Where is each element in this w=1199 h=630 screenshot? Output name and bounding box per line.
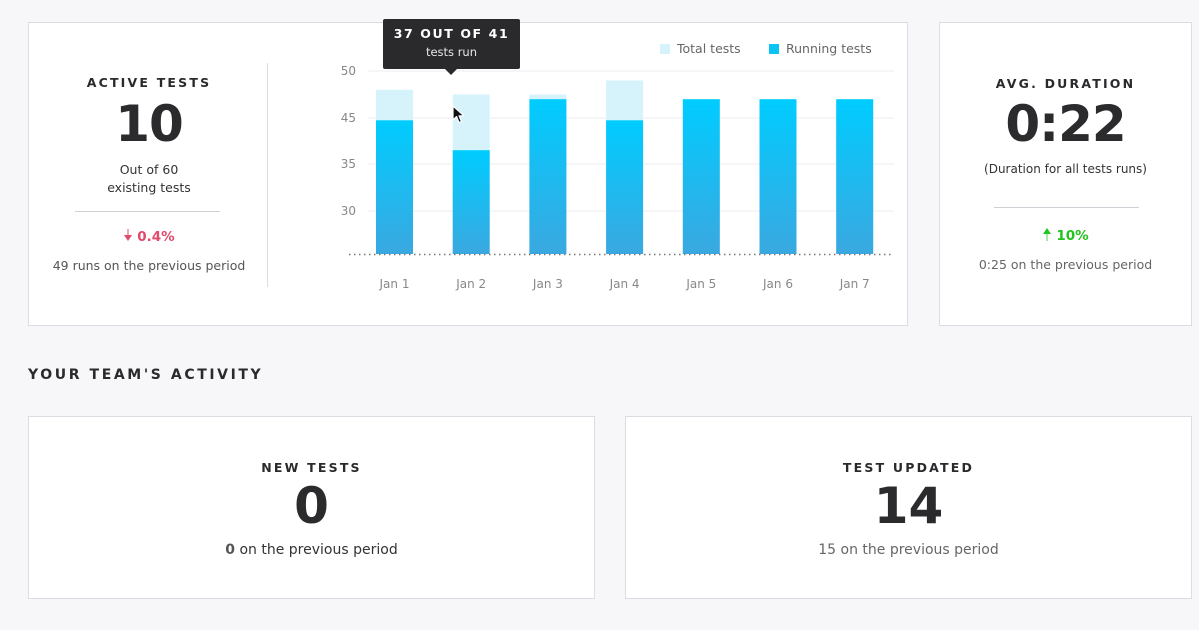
test-updated-previous: 15 on the previous period	[818, 542, 999, 558]
tooltip-caret	[445, 69, 457, 75]
bar-running-tests[interactable]	[452, 150, 490, 254]
y-tick-label: 30	[341, 204, 356, 218]
arrow-up-icon	[1042, 228, 1052, 241]
new-tests-value: 0	[294, 477, 329, 535]
x-tick-label: Jan 6	[762, 277, 793, 291]
new-tests-card: NEW TESTS 0 0 on the previous period	[28, 416, 595, 599]
tooltip-subtitle: tests run	[425, 45, 478, 59]
active-tests-delta-value: 0.4%	[137, 229, 175, 245]
x-tick-label: Jan 2	[455, 277, 486, 291]
x-tick-label: Jan 5	[685, 277, 716, 291]
new-tests-previous: 0 on the previous period	[29, 542, 594, 558]
active-tests-summary: ACTIVE TESTS 10 Out of 60 existing tests…	[29, 23, 269, 325]
tests-bar-chart: 50 45 35 30 Jan 1 Jan 2 Jan 3 Jan 4 Jan 5 Jan 6 Ja…	[341, 64, 894, 291]
test-updated-value: 14	[873, 477, 944, 535]
legend-swatch-running	[769, 44, 779, 54]
mouse-cursor-icon	[452, 105, 465, 124]
active-tests-label: ACTIVE TESTS	[86, 75, 212, 90]
avg-duration-card: AVG. DURATION 0:22 (Duration for all tes…	[939, 22, 1192, 326]
team-activity-title: YOUR TEAM'S ACTIVITY	[28, 367, 264, 383]
y-tick-label: 35	[341, 157, 356, 171]
active-tests-delta: 0.4%	[29, 229, 269, 245]
new-tests-previous-text: on the previous period	[235, 542, 398, 558]
tooltip-title: 37 OUT OF 41	[393, 26, 510, 41]
active-tests-sub-line2: existing tests	[107, 180, 191, 195]
active-tests-card: ACTIVE TESTS 10 Out of 60 existing tests…	[28, 19, 908, 326]
x-tick-label: Jan 7	[839, 277, 870, 291]
avg-duration-label: AVG. DURATION	[995, 76, 1136, 91]
divider	[994, 207, 1139, 208]
new-tests-previous-value: 0	[225, 542, 236, 558]
new-tests-label: NEW TESTS	[261, 460, 362, 475]
bar-running-tests[interactable]	[836, 99, 874, 254]
avg-duration-previous: 0:25 on the previous period	[978, 257, 1153, 272]
avg-duration-value: 0:22	[1005, 95, 1126, 153]
x-tick-label: Jan 1	[379, 277, 410, 291]
active-tests-value: 10	[115, 95, 184, 153]
bar-running-tests[interactable]	[759, 99, 797, 254]
test-updated-label: TEST UPDATED	[842, 460, 975, 475]
active-tests-previous: 49 runs on the previous period	[52, 258, 246, 273]
active-tests-sub-line1: Out of 60	[119, 162, 179, 177]
arrow-down-icon	[123, 229, 133, 242]
legend-running-tests[interactable]: Running tests	[769, 41, 872, 56]
bar-running-tests[interactable]	[529, 99, 567, 254]
legend-swatch-total	[660, 44, 670, 54]
avg-duration-delta-value: 10%	[1056, 228, 1089, 244]
legend-total-label: Total tests	[677, 41, 741, 56]
bar-running-tests[interactable]	[606, 120, 644, 254]
test-updated-card: TEST UPDATED 14 15 on the previous perio…	[625, 416, 1192, 599]
avg-duration-delta: 10%	[940, 228, 1191, 244]
vertical-divider	[267, 63, 268, 287]
y-tick-label: 50	[341, 64, 356, 78]
x-tick-label: Jan 3	[532, 277, 563, 291]
x-tick-label: Jan 4	[609, 277, 640, 291]
y-tick-label: 45	[341, 111, 356, 125]
bar-running-tests[interactable]	[376, 120, 413, 254]
legend-running-label: Running tests	[786, 41, 872, 56]
bar-running-tests[interactable]	[682, 99, 720, 254]
avg-duration-subtext: (Duration for all tests runs)	[984, 162, 1147, 176]
legend-total-tests[interactable]: Total tests	[660, 41, 741, 56]
chart-tooltip: 37 OUT OF 41 tests run	[383, 19, 520, 75]
active-tests-subtext: Out of 60 existing tests	[29, 161, 269, 197]
divider	[75, 211, 220, 212]
